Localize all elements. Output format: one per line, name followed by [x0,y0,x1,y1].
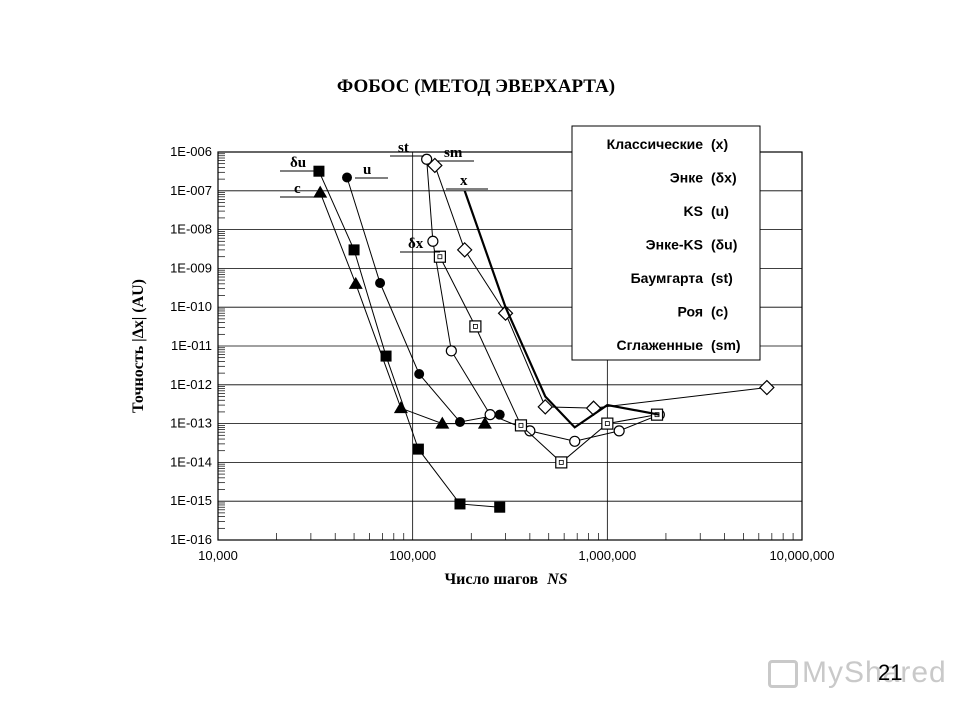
series-δu [313,165,506,513]
x-axis-label-italic: NS [546,571,568,588]
watermark: MyShared [768,656,947,690]
data-point-square [454,498,466,510]
legend-entry-name: Баумгарта [631,270,704,286]
series-line [346,177,500,423]
data-point-open-circle [613,425,625,437]
data-point-diamond [537,399,554,415]
y-tick-label: 1E-015 [170,493,212,508]
series-label-u: u [363,162,371,178]
data-point-triangle [435,416,450,429]
data-point-open-square [469,320,482,333]
series-labels: δu c u st sm x δx [280,140,488,253]
legend-entry-name: Роя [677,304,703,320]
series-label-x: x [460,173,468,189]
legend-entry-code: (c) [711,304,728,320]
data-point-open-square [514,419,528,432]
x-axis-label: Число шагов NS [444,571,567,588]
data-point-open-circle [445,345,457,357]
y-tick-label: 1E-012 [170,377,212,392]
data-point-open-circle [421,153,433,165]
data-point-square [348,244,360,256]
series-c [313,185,492,429]
data-point-open-circle [427,235,439,247]
data-point-circle [375,278,386,289]
legend-entry-code: (u) [711,203,729,219]
legend-entry-code: (δu) [711,237,737,253]
data-point-open-square [601,417,614,430]
y-tick-label: 1E-006 [170,144,212,159]
data-point-open-square-inner [518,422,524,428]
y-axis-label: Точность |Δx| (AU) [130,279,147,413]
legend-entry-code: (sm) [711,337,741,353]
data-point-open-circle [484,409,496,421]
data-point-circle [454,416,465,427]
chart-title: ФОБОС (МЕТОД ЭВЕРХАРТА) [337,76,615,97]
watermark-logo-icon [768,660,798,688]
data-point-open-square-inner [604,421,610,427]
data-point-circle [414,368,425,379]
series-label-δx: δx [408,236,424,252]
page-number: 21 [878,660,903,685]
data-point-open-square-inner [437,254,443,260]
axis-ticks: 1E-006 1E-007 1E-008 1E-009 1E-010 1E-011 1E-0… [170,144,834,563]
legend-entry-name: KS [684,203,703,219]
data-point-open-square-inner [472,324,478,329]
data-point-triangle [393,401,408,414]
data-point-square [412,443,424,455]
data-point-diamond [426,157,443,174]
legend-box [571,125,761,361]
data-point-square [380,350,392,362]
series-line [319,192,485,425]
series-x [463,190,660,429]
series-line [439,256,658,464]
series-u [342,172,505,427]
legend-entry-code: (x) [711,136,728,152]
y-tick-label: 1E-013 [170,416,212,431]
series-label-δu: δu [290,155,306,171]
data-point-open-square-inner [558,459,564,465]
data-point-open-square [555,456,568,469]
legend-entry-name: Сглаженные [617,337,704,353]
data-point-square [494,501,506,513]
x-tick-label: 10,000,000 [769,548,834,563]
series-line [318,170,500,508]
y-tick-label: 1E-010 [170,299,212,314]
watermark-text: MyShared [802,656,947,689]
x-tick-label: 100,000 [389,548,436,563]
series-layer [313,153,775,513]
data-point-diamond [585,400,602,417]
x-tick-label: 10,000 [198,548,238,563]
data-point-diamond [759,379,775,396]
data-point-circle [342,172,353,183]
series-line [463,190,660,429]
data-point-triangle [313,185,328,198]
y-tick-label: 1E-008 [170,222,212,237]
legend-entry-code: (δx) [711,170,737,186]
data-point-diamond [456,242,473,258]
series-line [434,165,767,409]
legend-entry-name: Энке-KS [646,237,703,253]
series-label-c: c [294,181,301,197]
x-tick-label: 1,000,000 [578,548,636,563]
y-tick-label: 1E-011 [171,338,212,353]
y-tick-label: 1E-007 [170,183,212,198]
legend-entry-name: Классические [607,136,704,152]
y-tick-label: 1E-009 [170,260,212,275]
series-label-st: st [398,140,409,156]
y-tick-label: 1E-016 [170,532,212,547]
data-point-triangle [477,416,492,429]
series-label-sm: sm [444,145,463,161]
legend-entry-name: Энке [670,170,703,186]
legend: Классические (x) Энке (δx) KS (u) Энке-KS (δu) Б… [571,125,761,361]
data-point-triangle [348,276,363,289]
data-point-open-circle [569,435,581,447]
data-point-open-square [433,250,446,263]
y-tick-label: 1E-014 [170,454,212,469]
x-axis-label-text: Число шагов [444,571,538,588]
legend-entry-code: (st) [711,270,733,286]
